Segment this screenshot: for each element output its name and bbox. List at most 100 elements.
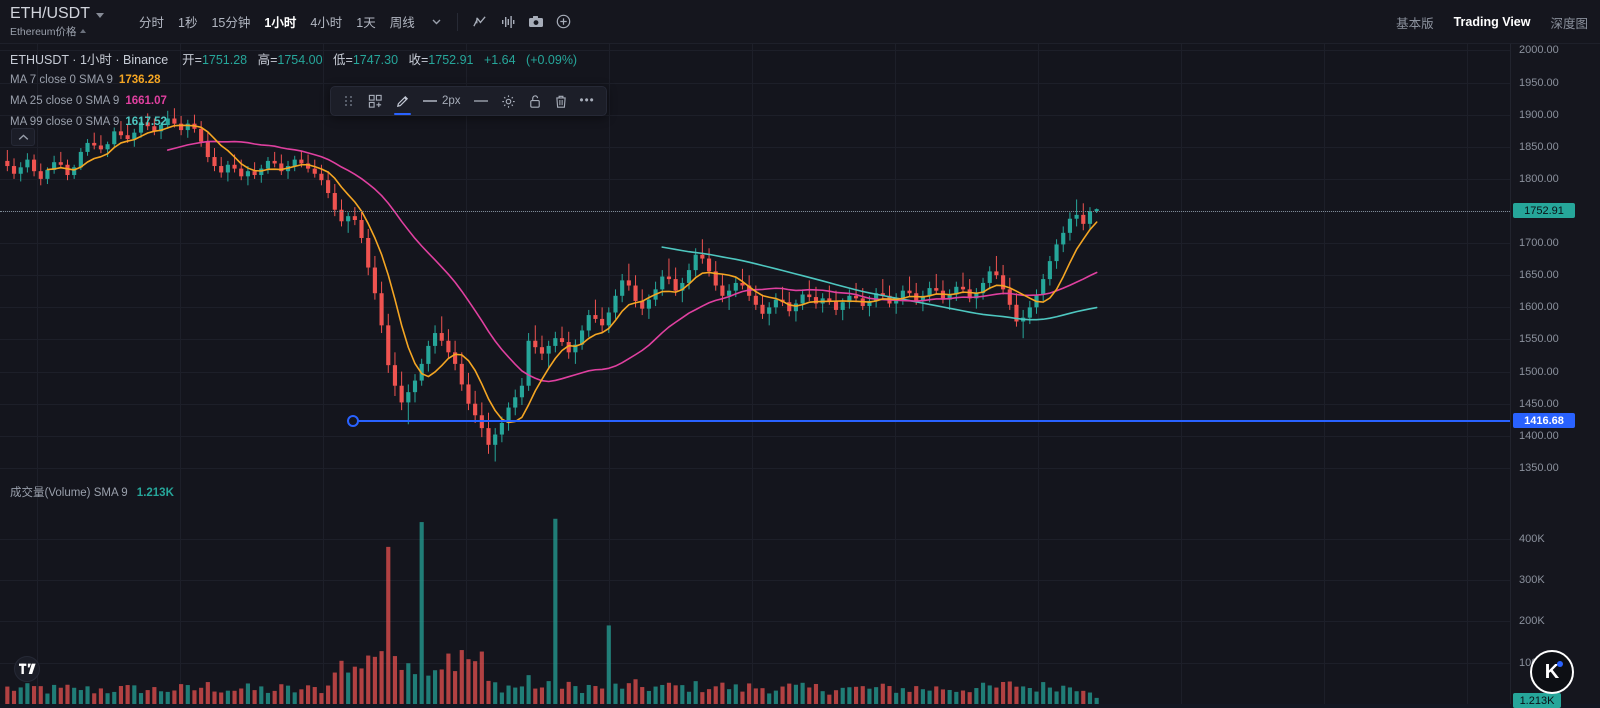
gridline-v [180,44,181,704]
ray-price-value: 1416.68 [1524,414,1564,427]
gridline-v [1038,44,1039,704]
gridline-v [895,44,896,704]
price-tick-1700: 1700.00 [1519,237,1559,250]
gridline-h [0,621,1510,623]
plus-icon[interactable] [551,9,577,35]
timeframe-6[interactable]: 周线 [389,16,415,30]
horizontal-ray-anchor[interactable] [347,415,359,427]
tradingview-logo-badge[interactable] [14,656,40,682]
price-tick-1600: 1600.00 [1519,301,1559,314]
chevron-down-icon[interactable] [96,12,104,18]
gridline-h [0,178,1510,180]
chat-notification-dot [1557,661,1563,667]
chevron-down-icon[interactable] [424,9,450,35]
indicators-icon[interactable] [495,9,521,35]
price-tick-1500: 1500.00 [1519,365,1559,378]
timeframe-group: 分时 1秒 15分钟 1小时 4小时 1天 周线 [132,8,422,35]
gridline-h [0,339,1510,341]
chevron-up-icon [79,29,86,33]
candlestick-plot [5,108,1099,704]
gridline-v [1467,44,1468,704]
view-tab-2[interactable]: 深度图 [1550,16,1588,31]
camera-icon[interactable] [523,9,549,35]
chat-widget-button[interactable]: K [1530,650,1574,694]
view-mode-tabs: 基本版 Trading View 深度图 [1396,0,1588,44]
gridline-v [37,44,38,704]
timeframe-4[interactable]: 4小时 [310,16,343,30]
tradingview-logo-icon [18,663,36,675]
volume-tick-1: 300K [1519,573,1545,586]
moving-average-lines [46,124,1098,424]
chart-type-icon[interactable] [467,9,493,35]
gridline-h [0,371,1510,373]
timeframe-3[interactable]: 1小时 [264,16,297,30]
lock-icon[interactable] [523,89,547,113]
gridline-v [609,44,610,704]
volume-last-badge: 1.213K [1513,693,1561,708]
timeframe-0[interactable]: 分时 [139,16,165,30]
timeframe-1[interactable]: 1秒 [178,16,198,30]
timeframe-5[interactable]: 1天 [356,16,376,30]
drawing-toolbar[interactable]: 2px ••• [330,86,607,116]
more-options-icon[interactable]: ••• [575,89,600,113]
chat-widget-label: K [1544,660,1560,683]
symbol-row[interactable]: ETH/USDT [10,5,118,23]
gridline-v [752,44,753,704]
templates-icon[interactable] [363,89,388,113]
gridline-h [0,243,1510,245]
view-tab-0[interactable]: 基本版 [1396,16,1434,31]
gridline-v [466,44,467,704]
timeframe-2[interactable]: 15分钟 [211,16,251,30]
line-width-button[interactable]: 2px [417,89,466,113]
price-tick-1800: 1800.00 [1519,172,1559,185]
gridline-h [0,662,1510,664]
chart-canvas[interactable]: ETHUSDT · 1小时 · Binance 开=1751.28 高=1754… [0,44,1510,704]
settings-gear-icon[interactable] [496,89,521,113]
price-tick-1350: 1350.00 [1519,461,1559,474]
volume-tick-0: 400K [1519,532,1545,545]
last-price-badge: 1752.91 [1513,203,1575,218]
toolbar-divider [456,12,458,31]
ray-price-badge[interactable]: 1416.68 [1513,413,1575,428]
more-options-label: ••• [579,95,595,107]
gridline-h [0,211,1510,212]
trash-icon[interactable] [549,89,573,113]
gridline-v [323,44,324,704]
price-tick-1950: 1950.00 [1519,76,1559,89]
volume-legend: 成交量(Volume) SMA 9 1.213K [10,484,174,500]
gridline-v [1181,44,1182,704]
view-tab-1[interactable]: Trading View [1453,15,1531,29]
gridline-h [0,467,1510,469]
gridline-h [0,114,1510,116]
last-price-value: 1752.91 [1524,204,1564,217]
price-tick-1850: 1850.00 [1519,140,1559,153]
gridline-h [0,538,1510,540]
price-tick-1550: 1550.00 [1519,333,1559,346]
ma-line [166,140,1098,383]
symbol-block[interactable]: ETH/USDT Ethereum价格 [0,5,118,39]
gridline-h [0,50,1510,52]
gridline-h [0,579,1510,581]
price-tick-1400: 1400.00 [1519,429,1559,442]
collapse-legend-button[interactable] [11,128,35,146]
price-axis[interactable]: 2000.00 1950.00 1900.00 1850.00 1800.00 1700.… [1510,44,1600,708]
last-price-line [0,210,1510,212]
gridline-h [0,82,1510,84]
drag-handle[interactable] [337,89,361,113]
price-tick-2000: 2000.00 [1519,44,1559,57]
chart-grid [0,44,1510,704]
pencil-icon[interactable] [390,89,415,115]
line-width-label: 2px [442,95,461,107]
gridline-h [0,146,1510,148]
gridline-h [0,307,1510,309]
horizontal-ray-line[interactable] [353,420,1510,422]
volume-tick-2: 200K [1519,615,1545,628]
top-toolbar: ETH/USDT Ethereum价格 分时 1秒 15分钟 1小时 4小时 1天 周线 [0,0,1600,44]
price-tick-1650: 1650.00 [1519,269,1559,282]
symbol-name: ETH/USDT [10,4,90,22]
ma-line [661,246,1098,321]
volume-bars [5,518,1099,704]
symbol-subtitle: Ethereum价格 [10,24,118,39]
volume-legend-value: 1.213K [136,487,174,499]
line-style-icon[interactable] [468,89,494,113]
